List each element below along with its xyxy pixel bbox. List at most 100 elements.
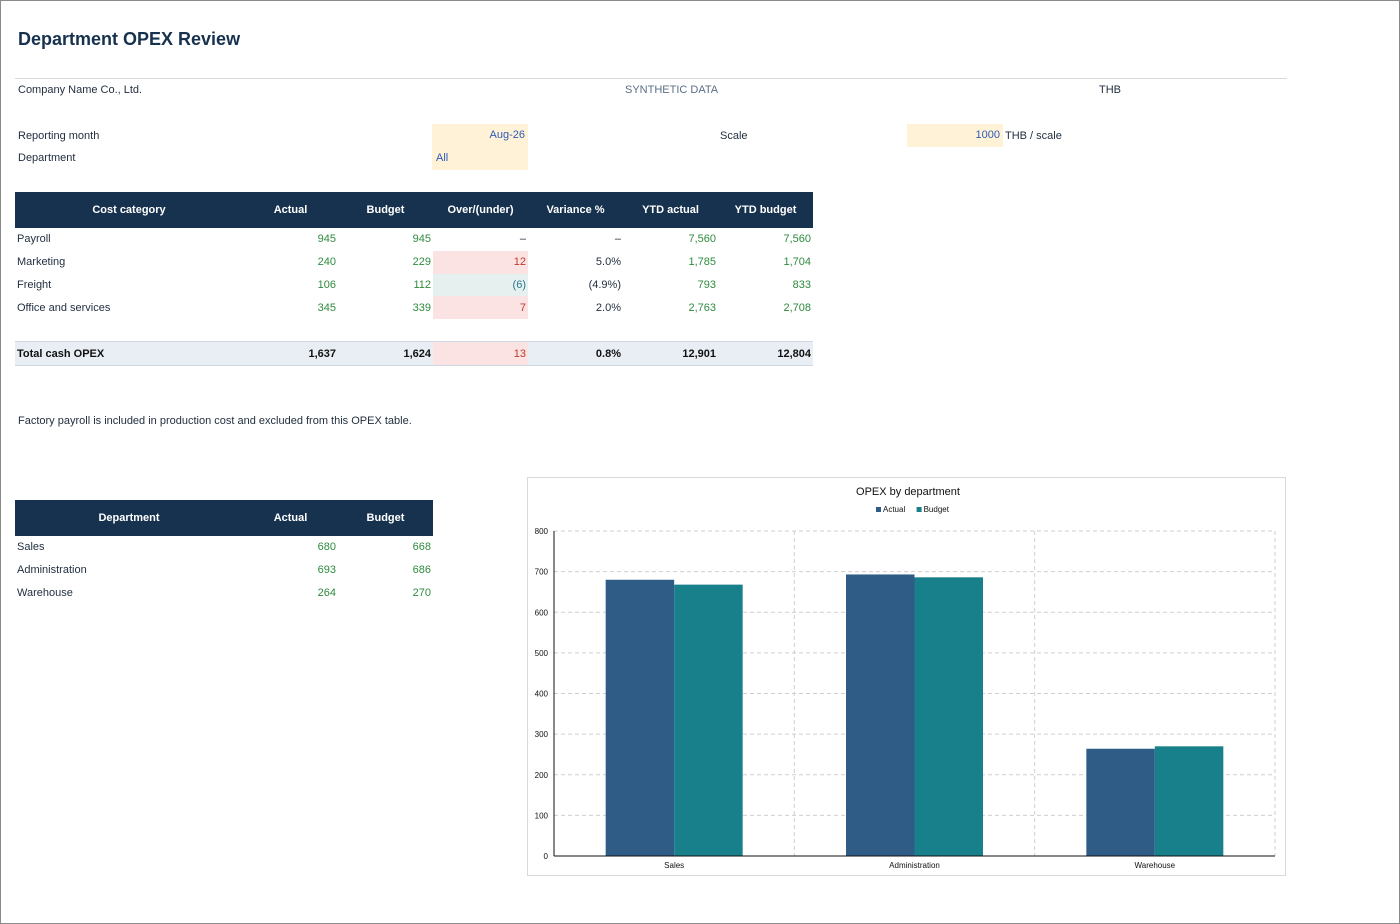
department-header-row: Department Actual Budget: [15, 500, 433, 536]
budget-cell: 945: [412, 233, 431, 246]
bar-budget-sales: [674, 584, 743, 856]
budget-cell: 229: [412, 256, 431, 269]
scale-unit-label: THB / scale: [1005, 130, 1062, 142]
scale-input[interactable]: 1000: [907, 124, 1003, 147]
ytd-actual-cell: 1,785: [688, 256, 716, 269]
actual-cell: 345: [317, 301, 336, 314]
y-tick-label: 700: [535, 568, 549, 577]
budget-cell: 668: [412, 541, 431, 554]
department-input[interactable]: All: [432, 147, 528, 170]
actual-cell: 264: [317, 586, 336, 599]
actual-cell: 945: [317, 233, 336, 246]
bar-actual-sales: [605, 579, 675, 856]
bar-actual-administration: [846, 574, 915, 856]
department-value: All: [436, 152, 449, 164]
header-cost-category: Cost category: [15, 192, 243, 228]
page-title: Department OPEX Review: [18, 29, 241, 49]
chart-title: OPEX by department: [856, 486, 960, 498]
header-actual: Actual: [243, 192, 338, 228]
header-ytd-budget: YTD budget: [718, 192, 813, 228]
table-row: Warehouse 264 270: [15, 582, 433, 605]
legend-label: Budget: [924, 505, 950, 514]
over-under-cell: 12: [433, 250, 528, 274]
cost-category-cell: Payroll: [17, 233, 51, 246]
y-tick-label: 200: [535, 771, 549, 780]
cost-category-cell: Marketing: [17, 256, 66, 269]
total-row: Total cash OPEX 1,637 1,624 13 0.8% 12,9…: [15, 341, 813, 366]
total-variance-cell: 0.8%: [528, 341, 623, 366]
header-divider: [15, 78, 1287, 79]
budget-cell: 270: [412, 586, 431, 599]
ytd-budget-cell: 833: [792, 278, 811, 291]
department-cell: Administration: [17, 564, 87, 577]
header-budget: Budget: [338, 192, 433, 228]
bar-budget-administration: [914, 577, 983, 856]
ytd-budget-cell: 2,708: [783, 301, 811, 314]
table-row: Sales 680 668: [15, 536, 433, 559]
y-tick-label: 400: [535, 690, 549, 699]
variance-cell: (4.9%): [588, 278, 621, 291]
x-tick-label: Warehouse: [1135, 861, 1176, 870]
total-ytd-actual-cell: 12,901: [623, 341, 718, 366]
ytd-actual-cell: 2,763: [688, 301, 716, 314]
legend-label: Actual: [883, 505, 905, 514]
x-tick-label: Sales: [664, 861, 684, 870]
y-tick-label: 800: [535, 527, 549, 536]
budget-cell: 686: [412, 564, 431, 577]
header-actual: Actual: [243, 500, 338, 536]
bar-budget-warehouse: [1154, 746, 1224, 856]
over-under-cell: –: [519, 233, 526, 246]
table-row: Marketing 240 229 12 5.0% 1,785 1,704: [15, 250, 813, 274]
department-label: Department: [18, 152, 76, 164]
header-over-under: Over/(under): [433, 192, 528, 228]
synthetic-data-label: SYNTHETIC DATA: [625, 84, 719, 96]
variance-cell: 2.0%: [595, 301, 621, 314]
legend-swatch: [916, 507, 922, 512]
total-label-cell: Total cash OPEX: [15, 341, 243, 366]
header-department: Department: [15, 500, 243, 536]
opex-chart[interactable]: OPEX by department 0 100 200 300 400 500 600 70…: [527, 477, 1286, 876]
reporting-month-label: Reporting month: [18, 130, 100, 142]
table-row: Office and services 345 339 7 2.0% 2,763…: [15, 296, 813, 320]
ytd-actual-cell: 793: [697, 278, 716, 291]
actual-cell: 240: [317, 256, 336, 269]
total-budget-cell: 1,624: [338, 341, 433, 366]
scale-label: Scale: [720, 130, 748, 142]
over-under-cell: 7: [433, 296, 528, 320]
opex-header-row: Cost category Actual Budget Over/(under)…: [15, 192, 813, 228]
x-tick-label: Administration: [889, 861, 940, 870]
over-under-cell: (6): [433, 273, 528, 297]
department-cell: Warehouse: [17, 586, 73, 599]
y-tick-label: 0: [544, 852, 549, 861]
budget-cell: 339: [412, 301, 431, 314]
total-actual-cell: 1,637: [243, 341, 338, 366]
footnote: Factory payroll is included in productio…: [18, 415, 412, 427]
y-tick-label: 300: [535, 730, 549, 739]
actual-cell: 680: [317, 541, 336, 554]
table-row: Administration 693 686: [15, 559, 433, 582]
scale-value: 1000: [975, 129, 1000, 141]
table-row: Freight 106 112 (6) (4.9%) 793 833: [15, 273, 813, 297]
spacer-row: [15, 319, 813, 342]
ytd-budget-cell: 7,560: [783, 233, 811, 246]
variance-cell: 5.0%: [595, 256, 621, 269]
header-ytd-actual: YTD actual: [623, 192, 718, 228]
actual-cell: 106: [317, 278, 336, 291]
table-row: Payroll 945 945 – – 7,560 7,560: [15, 228, 813, 251]
total-ytd-budget-cell: 12,804: [718, 341, 813, 366]
opex-chart-svg: OPEX by department 0 100 200 300 400 500 600 70…: [535, 486, 1276, 870]
header-budget: Budget: [338, 500, 433, 536]
opex-table: Cost category Actual Budget Over/(under)…: [15, 192, 813, 366]
currency-label: THB: [1099, 84, 1121, 96]
y-tick-label: 100: [535, 811, 549, 820]
budget-cell: 112: [413, 278, 431, 291]
variance-cell: –: [614, 233, 621, 246]
total-over-under-cell: 13: [433, 341, 528, 366]
y-tick-label: 600: [535, 608, 549, 617]
legend-swatch: [876, 507, 881, 512]
reporting-month-value: Aug-26: [489, 129, 525, 141]
cost-category-cell: Office and services: [17, 301, 111, 314]
company-name: Company Name Co., Ltd.: [18, 84, 143, 96]
reporting-month-input[interactable]: Aug-26: [432, 124, 528, 147]
ytd-budget-cell: 1,704: [783, 256, 811, 269]
